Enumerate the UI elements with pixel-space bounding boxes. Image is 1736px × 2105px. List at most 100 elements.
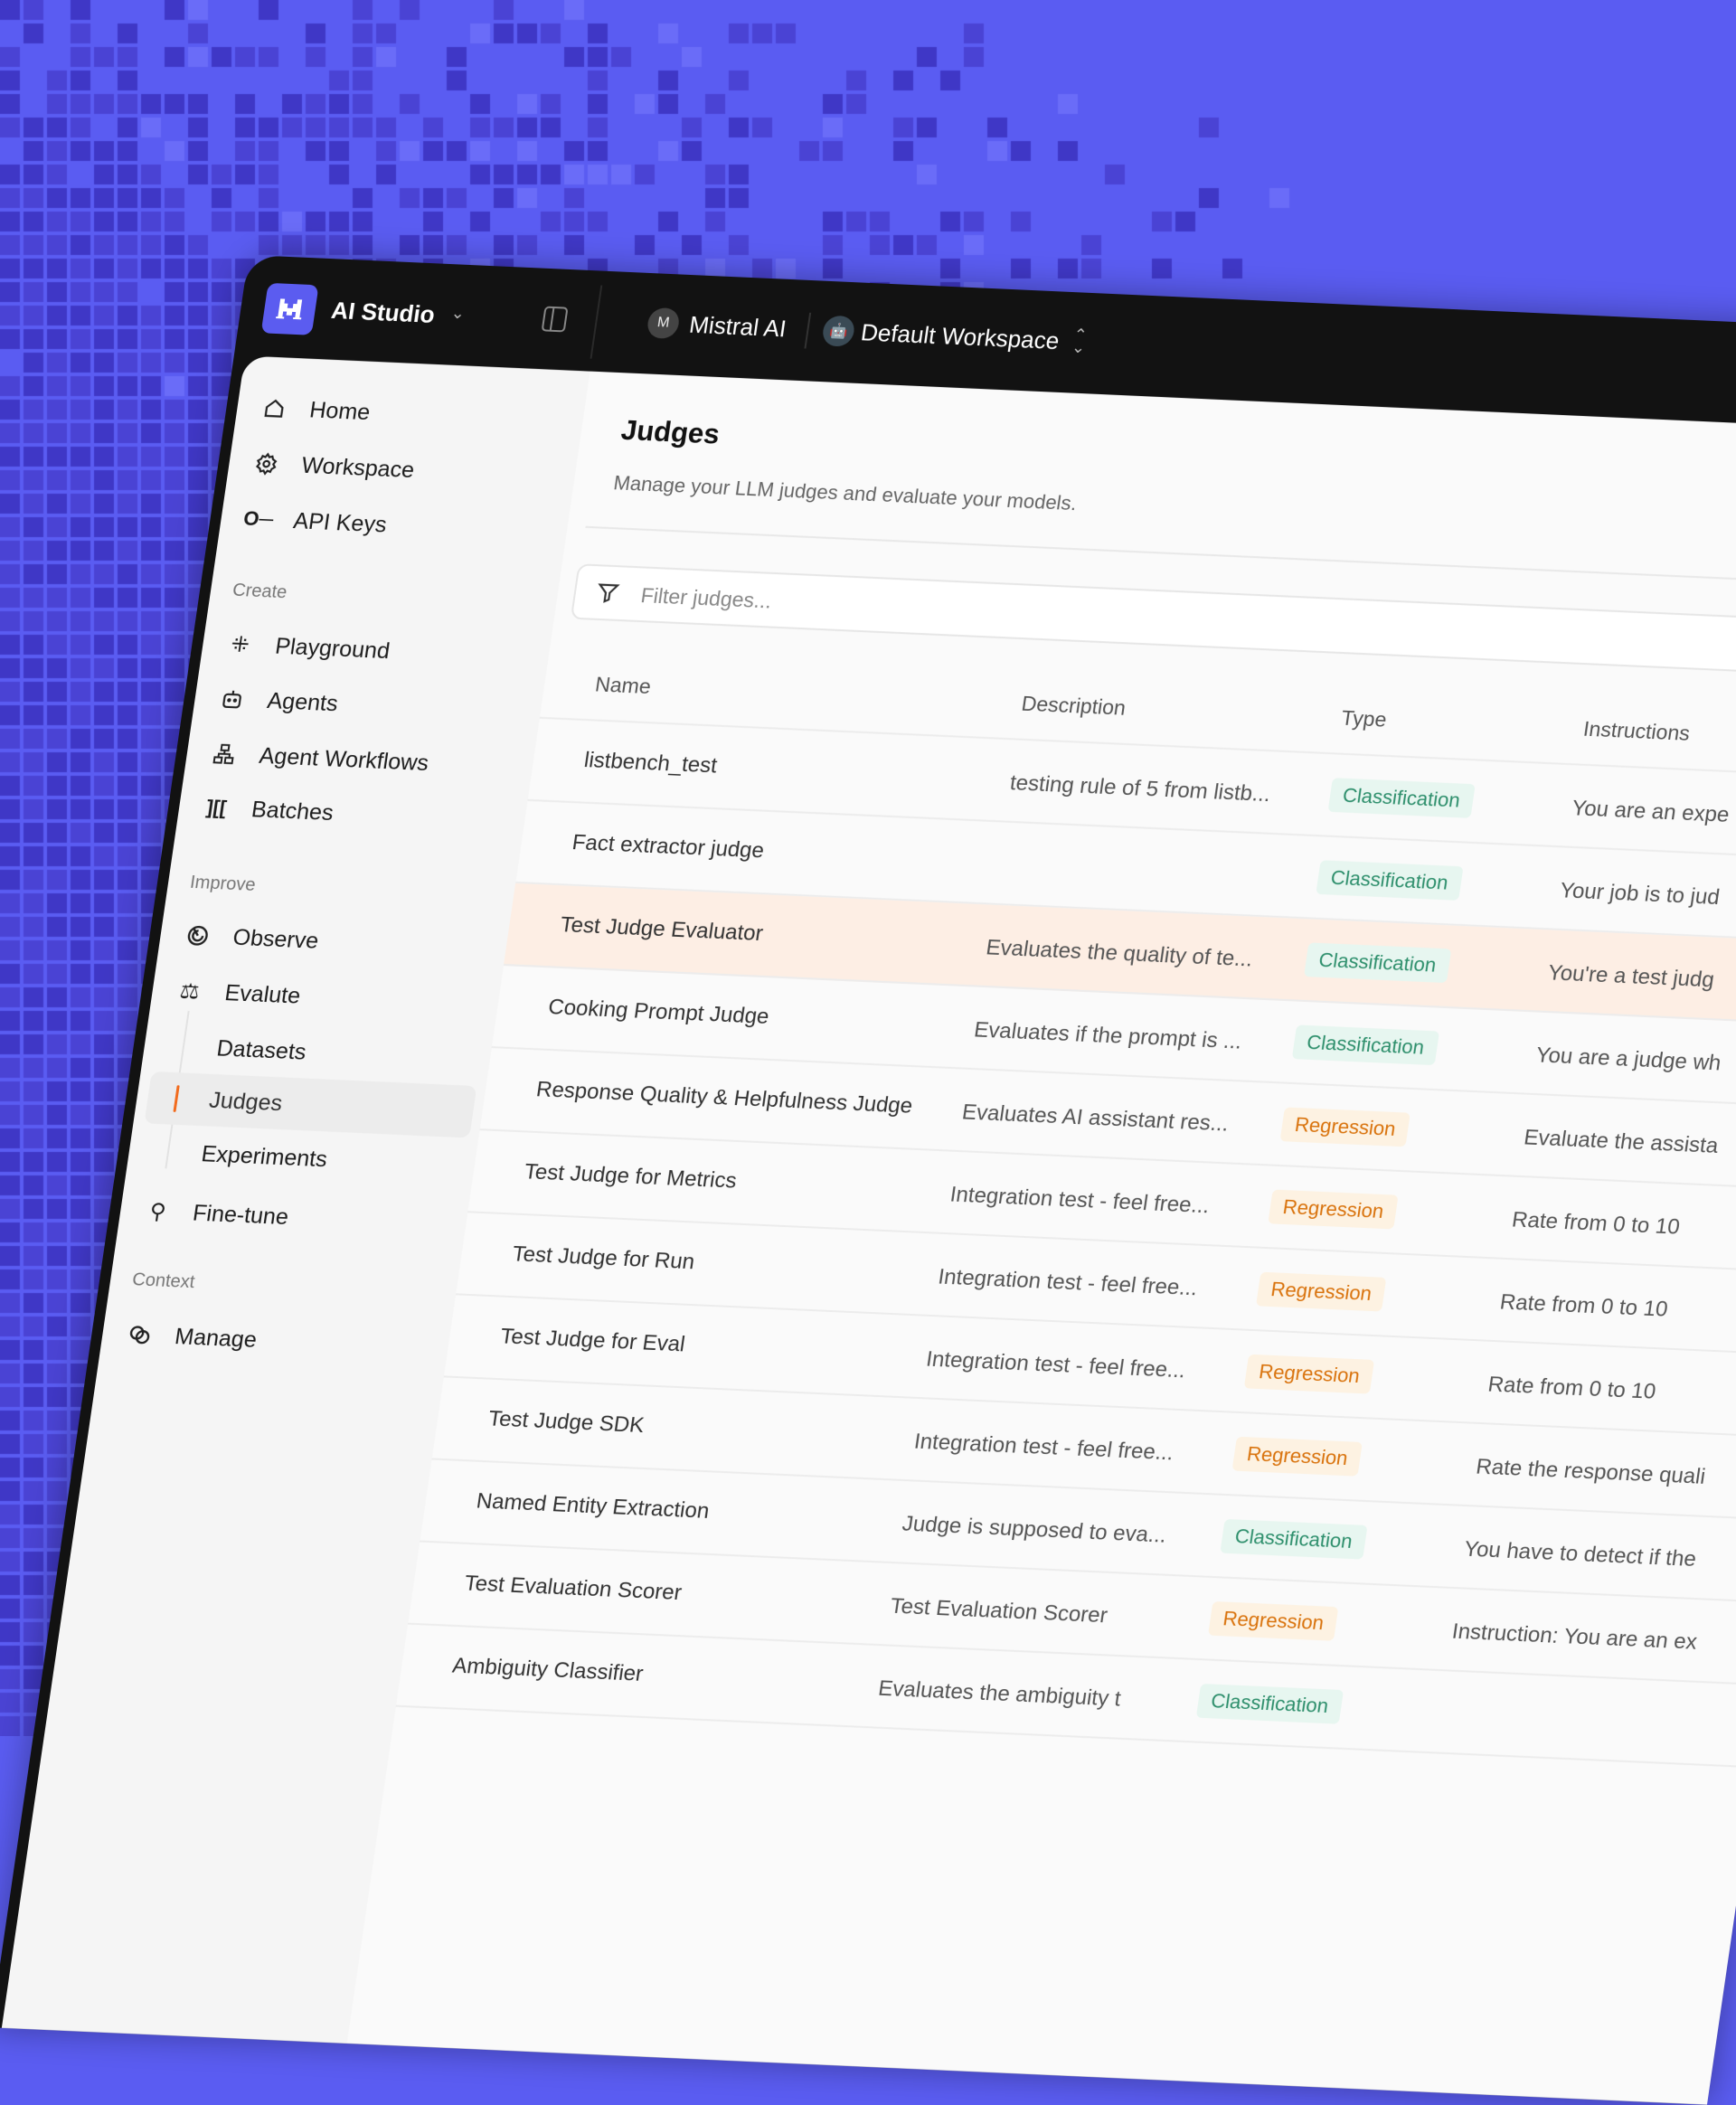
section-improve: Improve xyxy=(188,872,258,895)
sidebar-item-label: Manage xyxy=(173,1323,259,1353)
app-name[interactable]: AI Studio xyxy=(329,297,437,328)
sidebar-item-observe[interactable]: Observe xyxy=(157,911,509,972)
type-badge: Regression xyxy=(1231,1436,1363,1477)
app-window: AI Studio ⌄ M Mistral AI 🤖 Default Works… xyxy=(0,255,1736,2105)
judge-name: Ambiguity Classifier xyxy=(450,1653,646,1687)
sidebar-item-experiments[interactable]: Experiments xyxy=(126,1128,477,1189)
judge-description: Integration test - feel free... xyxy=(912,1429,1175,1466)
judge-instructions: Instruction: You are an ex xyxy=(1450,1619,1699,1655)
judge-instructions: Rate from 0 to 10 xyxy=(1498,1289,1670,1322)
sidebar-item-agents[interactable]: Agents xyxy=(192,675,543,736)
judge-description: Integration test - feel free... xyxy=(948,1182,1212,1219)
judge-name: Cooking Prompt Judge xyxy=(546,995,771,1029)
top-bar: AI Studio ⌄ M Mistral AI 🤖 Default Works… xyxy=(234,255,1736,432)
judge-instructions: Rate the response quali xyxy=(1474,1454,1707,1489)
type-badge: Regression xyxy=(1268,1189,1399,1230)
sparkle-icon: ⁜ xyxy=(229,632,251,657)
judge-description: Integration test - feel free... xyxy=(924,1346,1187,1383)
home-icon xyxy=(259,394,289,422)
workspace-robot-icon: 🤖 xyxy=(820,315,856,347)
robot-icon xyxy=(217,685,248,713)
main-content: Judges Manage your LLM judges and evalua… xyxy=(346,371,1736,2105)
sidebar-item-workspace[interactable]: Workspace xyxy=(226,439,578,500)
sidebar-item-label: Experiments xyxy=(199,1140,329,1172)
column-header-instructions[interactable]: Instructions xyxy=(1581,717,1692,746)
chevron-up-down-icon[interactable]: ⌃ ⌄ xyxy=(1070,326,1089,357)
type-badge: Classification xyxy=(1291,1024,1439,1066)
divider xyxy=(804,312,812,349)
fine-tune-icon: ⚲ xyxy=(147,1198,168,1224)
key-icon: O─ xyxy=(241,506,275,532)
judge-name: Test Judge Evaluator xyxy=(558,912,765,946)
scale-icon: ⚖ xyxy=(178,978,202,1005)
sidebar-item-evaluate[interactable]: ⚖ Evalute xyxy=(149,968,501,1028)
sidebar-item-label: Fine-tune xyxy=(191,1200,291,1230)
column-header-type[interactable]: Type xyxy=(1339,705,1389,732)
judge-description: Evaluates AI assistant res... xyxy=(960,1100,1231,1137)
section-create: Create xyxy=(231,581,288,603)
judge-instructions: Rate from 0 to 10 xyxy=(1510,1207,1682,1240)
chevron-down-icon[interactable]: ⌄ xyxy=(449,304,467,323)
judge-name: Fact extractor judge xyxy=(571,830,766,864)
sidebar-item-label: Datasets xyxy=(214,1034,308,1065)
column-header-description[interactable]: Description xyxy=(1020,692,1127,720)
filter-icon xyxy=(594,581,621,609)
judge-name: listbench_test xyxy=(582,747,719,779)
type-badge: Classification xyxy=(1304,942,1451,984)
type-badge: Regression xyxy=(1279,1107,1411,1147)
org-name[interactable]: Mistral AI xyxy=(687,310,788,343)
sidebar-item-batches[interactable]: ][[ Batches xyxy=(176,784,528,845)
judge-name: Test Judge for Metrics xyxy=(523,1159,739,1194)
sidebar-item-fine-tune[interactable]: ⚲ Fine-tune xyxy=(118,1187,469,1248)
sidebar-item-agent-workflows[interactable]: Agent Workflows xyxy=(184,730,535,790)
mistral-logo-icon xyxy=(276,298,303,320)
sidebar-item-label: Observe xyxy=(231,924,321,954)
filter-box xyxy=(570,563,1736,681)
observe-icon xyxy=(183,921,213,949)
sidebar-item-api-keys[interactable]: O─ API Keys xyxy=(218,496,570,556)
judge-description: Test Evaluation Scorer xyxy=(888,1593,1109,1628)
judge-description: testing rule of 5 from listb... xyxy=(1008,770,1273,807)
divider xyxy=(590,285,603,359)
type-badge: Classification xyxy=(1316,860,1464,901)
judge-name: Test Judge for Run xyxy=(510,1241,696,1275)
judge-description: Evaluates the quality of te... xyxy=(984,935,1255,972)
type-badge: Classification xyxy=(1220,1518,1368,1560)
judge-instructions: Your job is to jud xyxy=(1558,878,1722,910)
sidebar-item-label: Judges xyxy=(207,1087,285,1116)
gear-icon xyxy=(251,450,282,478)
section-context: Context xyxy=(130,1270,196,1293)
filter-judges-input[interactable] xyxy=(637,579,1368,645)
sidebar-item-manage[interactable]: Manage xyxy=(99,1311,451,1372)
judge-description: Integration test - feel free... xyxy=(936,1264,1200,1301)
judge-name: Test Judge SDK xyxy=(486,1406,646,1439)
sidebar-item-label: Agent Workflows xyxy=(258,742,430,776)
org-avatar: M xyxy=(646,307,682,340)
sidebar-item-label: Home xyxy=(307,397,373,425)
workspace-selector[interactable]: Default Workspace xyxy=(859,318,1061,355)
judge-instructions: You have to detect if the xyxy=(1462,1536,1698,1572)
judge-name: Response Quality & Helpfulness Judge xyxy=(534,1077,915,1119)
sidebar-item-label: Playground xyxy=(273,633,392,664)
column-header-name[interactable]: Name xyxy=(593,672,653,699)
sidebar-item-label: Batches xyxy=(250,796,335,826)
sidebar-item-label: Workspace xyxy=(299,452,417,483)
link-icon xyxy=(124,1321,155,1349)
sidebar-item-label: Agents xyxy=(265,687,340,717)
sidebar-item-label: Evalute xyxy=(222,979,303,1009)
judge-description: Judge is supposed to eva... xyxy=(901,1511,1168,1548)
sidebar-item-playground[interactable]: ⁜ Playground xyxy=(200,620,552,681)
batches-icon: ][[ xyxy=(204,795,229,819)
judge-name: Named Entity Extraction xyxy=(475,1488,712,1524)
judge-instructions: You are an expe xyxy=(1570,796,1731,827)
workflow-icon xyxy=(209,740,240,768)
app-logo[interactable] xyxy=(260,282,319,335)
sidebar-item-label: API Keys xyxy=(291,507,389,538)
judge-instructions: Evaluate the assista xyxy=(1522,1125,1721,1158)
type-badge: Classification xyxy=(1327,778,1476,818)
page-title: Judges xyxy=(618,414,722,450)
sidebar-toggle-icon[interactable] xyxy=(541,306,569,333)
type-badge: Regression xyxy=(1243,1354,1375,1394)
judge-name: Test Evaluation Scorer xyxy=(462,1571,684,1606)
sidebar-item-home[interactable]: Home xyxy=(234,384,586,445)
